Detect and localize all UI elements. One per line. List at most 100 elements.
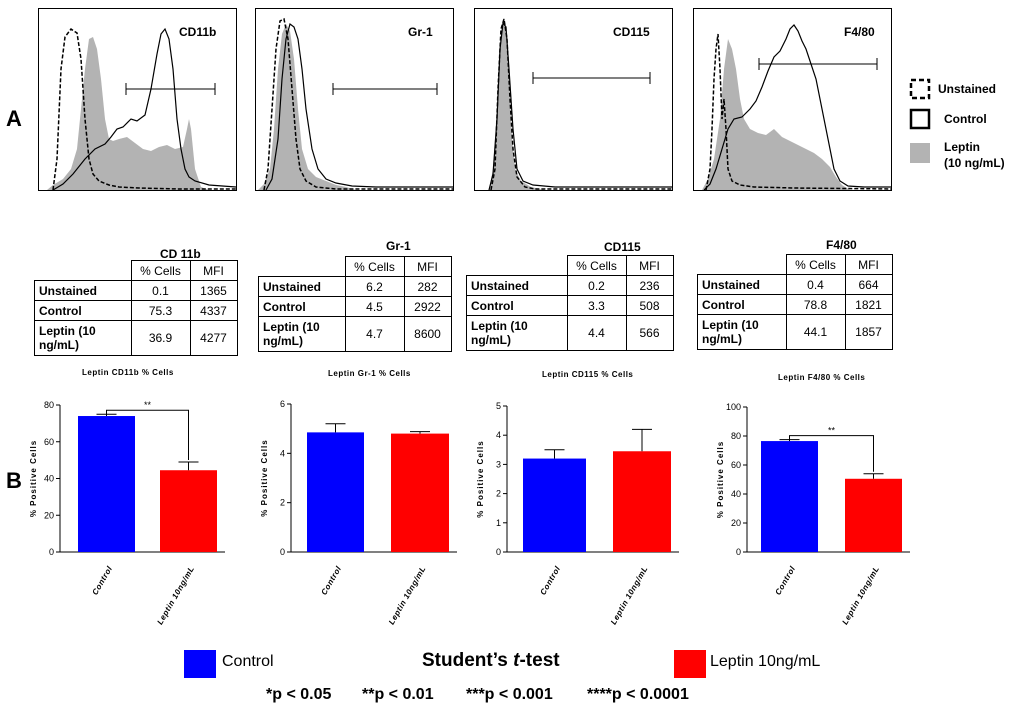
leptin-legend-swatch (910, 143, 930, 163)
y-tick-label: 2 (496, 489, 501, 499)
table-cell: 78.8 (785, 294, 846, 315)
table-row: Unstained 0.1 1365 (34, 280, 238, 301)
table-title-f480: F4/80 (826, 238, 857, 252)
histogram-cd11b: CD11b (38, 8, 237, 191)
histogram-gr1: Gr-1 (255, 8, 454, 191)
table-row: Leptin (10 ng/mL) 4.7 8600 (258, 316, 452, 352)
leptin-legend-label: Leptin (944, 140, 980, 154)
significance-bracket (106, 409, 189, 460)
unstained-histogram-line (263, 17, 453, 190)
leptin-histogram-fill (702, 39, 850, 190)
table-cell: 566 (625, 315, 674, 351)
table-header-row: % Cells MFI (697, 254, 893, 275)
x-tick-label: Leptin 10ng/mL (387, 565, 428, 627)
stats-table-cd115: % Cells MFI Unstained 0.2 236 Control 3.… (466, 255, 674, 351)
bar (160, 470, 217, 552)
y-tick-label: 0 (49, 547, 54, 557)
histogram-title: CD115 (613, 25, 650, 39)
table-cell: 6.2 (344, 276, 405, 297)
histogram-f480: F4/80 (693, 8, 892, 191)
bar-chart-title: Leptin Gr-1 % Cells (328, 369, 411, 378)
y-tick-label: 5 (496, 401, 501, 411)
y-tick-label: 20 (44, 510, 54, 520)
table-header: MFI (403, 256, 452, 277)
y-tick-label: 60 (44, 437, 54, 447)
leptin-legend-concentration: (10 ng/mL) (944, 156, 1005, 170)
significance-bracket (789, 435, 874, 472)
histogram-title: CD11b (179, 25, 217, 39)
table-row: Leptin (10 ng/mL) 36.9 4277 (34, 320, 238, 356)
table-cell: 282 (403, 276, 452, 297)
y-tick-label: 0 (496, 547, 501, 557)
leptin-histogram-fill (258, 24, 356, 190)
table-row: Control 3.3 508 (466, 295, 674, 316)
y-tick-label: 2 (280, 498, 285, 508)
histogram-title: F4/80 (844, 25, 875, 39)
bar-chart-title: Leptin F4/80 % Cells (778, 373, 866, 382)
x-tick-label: Control (319, 564, 343, 596)
y-tick-label: 80 (44, 400, 54, 410)
table-row: Unstained 0.4 664 (697, 274, 893, 295)
stats-table-f480: % Cells MFI Unstained 0.4 664 Control 78… (697, 254, 893, 350)
unstained-histogram-line (52, 27, 236, 190)
bar (613, 451, 671, 552)
y-tick-label: 0 (736, 547, 741, 557)
test-label-prefix: Student’s (422, 650, 514, 671)
y-tick-label: 3 (496, 459, 501, 469)
y-tick-label: 100 (726, 402, 741, 412)
row-label: Leptin (10 ng/mL) (258, 316, 346, 352)
row-label: Control (697, 294, 787, 315)
bar (78, 416, 135, 552)
y-axis-label: % Positive Cells (260, 439, 269, 516)
bar (391, 433, 449, 552)
table-cell: 4337 (189, 300, 238, 321)
stats-table-gr1: % Cells MFI Unstained 6.2 282 Control 4.… (258, 256, 452, 352)
table-cell: 4.4 (566, 315, 627, 351)
table-header-row: % Cells MFI (466, 255, 674, 276)
table-row: Leptin (10 ng/mL) 4.4 566 (466, 315, 674, 351)
significance-label: ** (828, 426, 836, 436)
y-tick-label: 40 (44, 474, 54, 484)
p-value-1: *p < 0.05 (266, 686, 332, 703)
control-histogram-line (265, 22, 453, 190)
y-tick-label: 1 (496, 518, 501, 528)
leptin-color-swatch (674, 650, 706, 678)
histogram-plot (702, 24, 891, 190)
table-cell: 1857 (844, 314, 893, 350)
x-tick-label: Leptin 10ng/mL (155, 565, 196, 627)
row-label: Unstained (34, 280, 132, 301)
table-title-cd115: CD115 (604, 240, 641, 254)
bar (307, 432, 364, 552)
y-axis-label: % Positive Cells (716, 441, 725, 518)
bar (845, 478, 902, 552)
x-tick-label: Leptin 10ng/mL (840, 565, 881, 627)
panel-label-a: A (6, 106, 22, 131)
x-tick-label: Control (90, 564, 114, 596)
row-label: Leptin (10 ng/mL) (697, 314, 787, 350)
table-cell: 4.7 (344, 316, 405, 352)
bar-chart-title: Leptin CD115 % Cells (542, 370, 634, 379)
control-histogram-line (488, 21, 672, 190)
p-value-3: ***p < 0.001 (466, 686, 553, 703)
histogram-cd115: CD115 (474, 8, 673, 191)
bar (761, 441, 818, 552)
panel-label-b: B (6, 468, 22, 493)
table-row: Leptin (10 ng/mL) 44.1 1857 (697, 314, 893, 350)
control-color-swatch (184, 650, 216, 678)
x-tick-label: Leptin 10ng/mL (609, 565, 650, 627)
control-legend-label: Control (944, 112, 987, 126)
y-tick-label: 40 (731, 489, 741, 499)
table-cell: 2922 (403, 296, 452, 317)
table-cell: 0.2 (566, 275, 627, 296)
control-legend-swatch (909, 108, 931, 130)
p-value-2: **p < 0.01 (362, 686, 434, 703)
y-tick-label: 0 (280, 547, 285, 557)
y-tick-label: 80 (731, 431, 741, 441)
unstained-histogram-line (705, 33, 891, 190)
control-legend: Control (222, 653, 274, 670)
table-title-cd11b: CD 11b (160, 247, 201, 261)
x-tick-label: Control (538, 564, 562, 596)
test-label-suffix: -test (519, 650, 560, 671)
test-label-italic: t (513, 650, 520, 671)
